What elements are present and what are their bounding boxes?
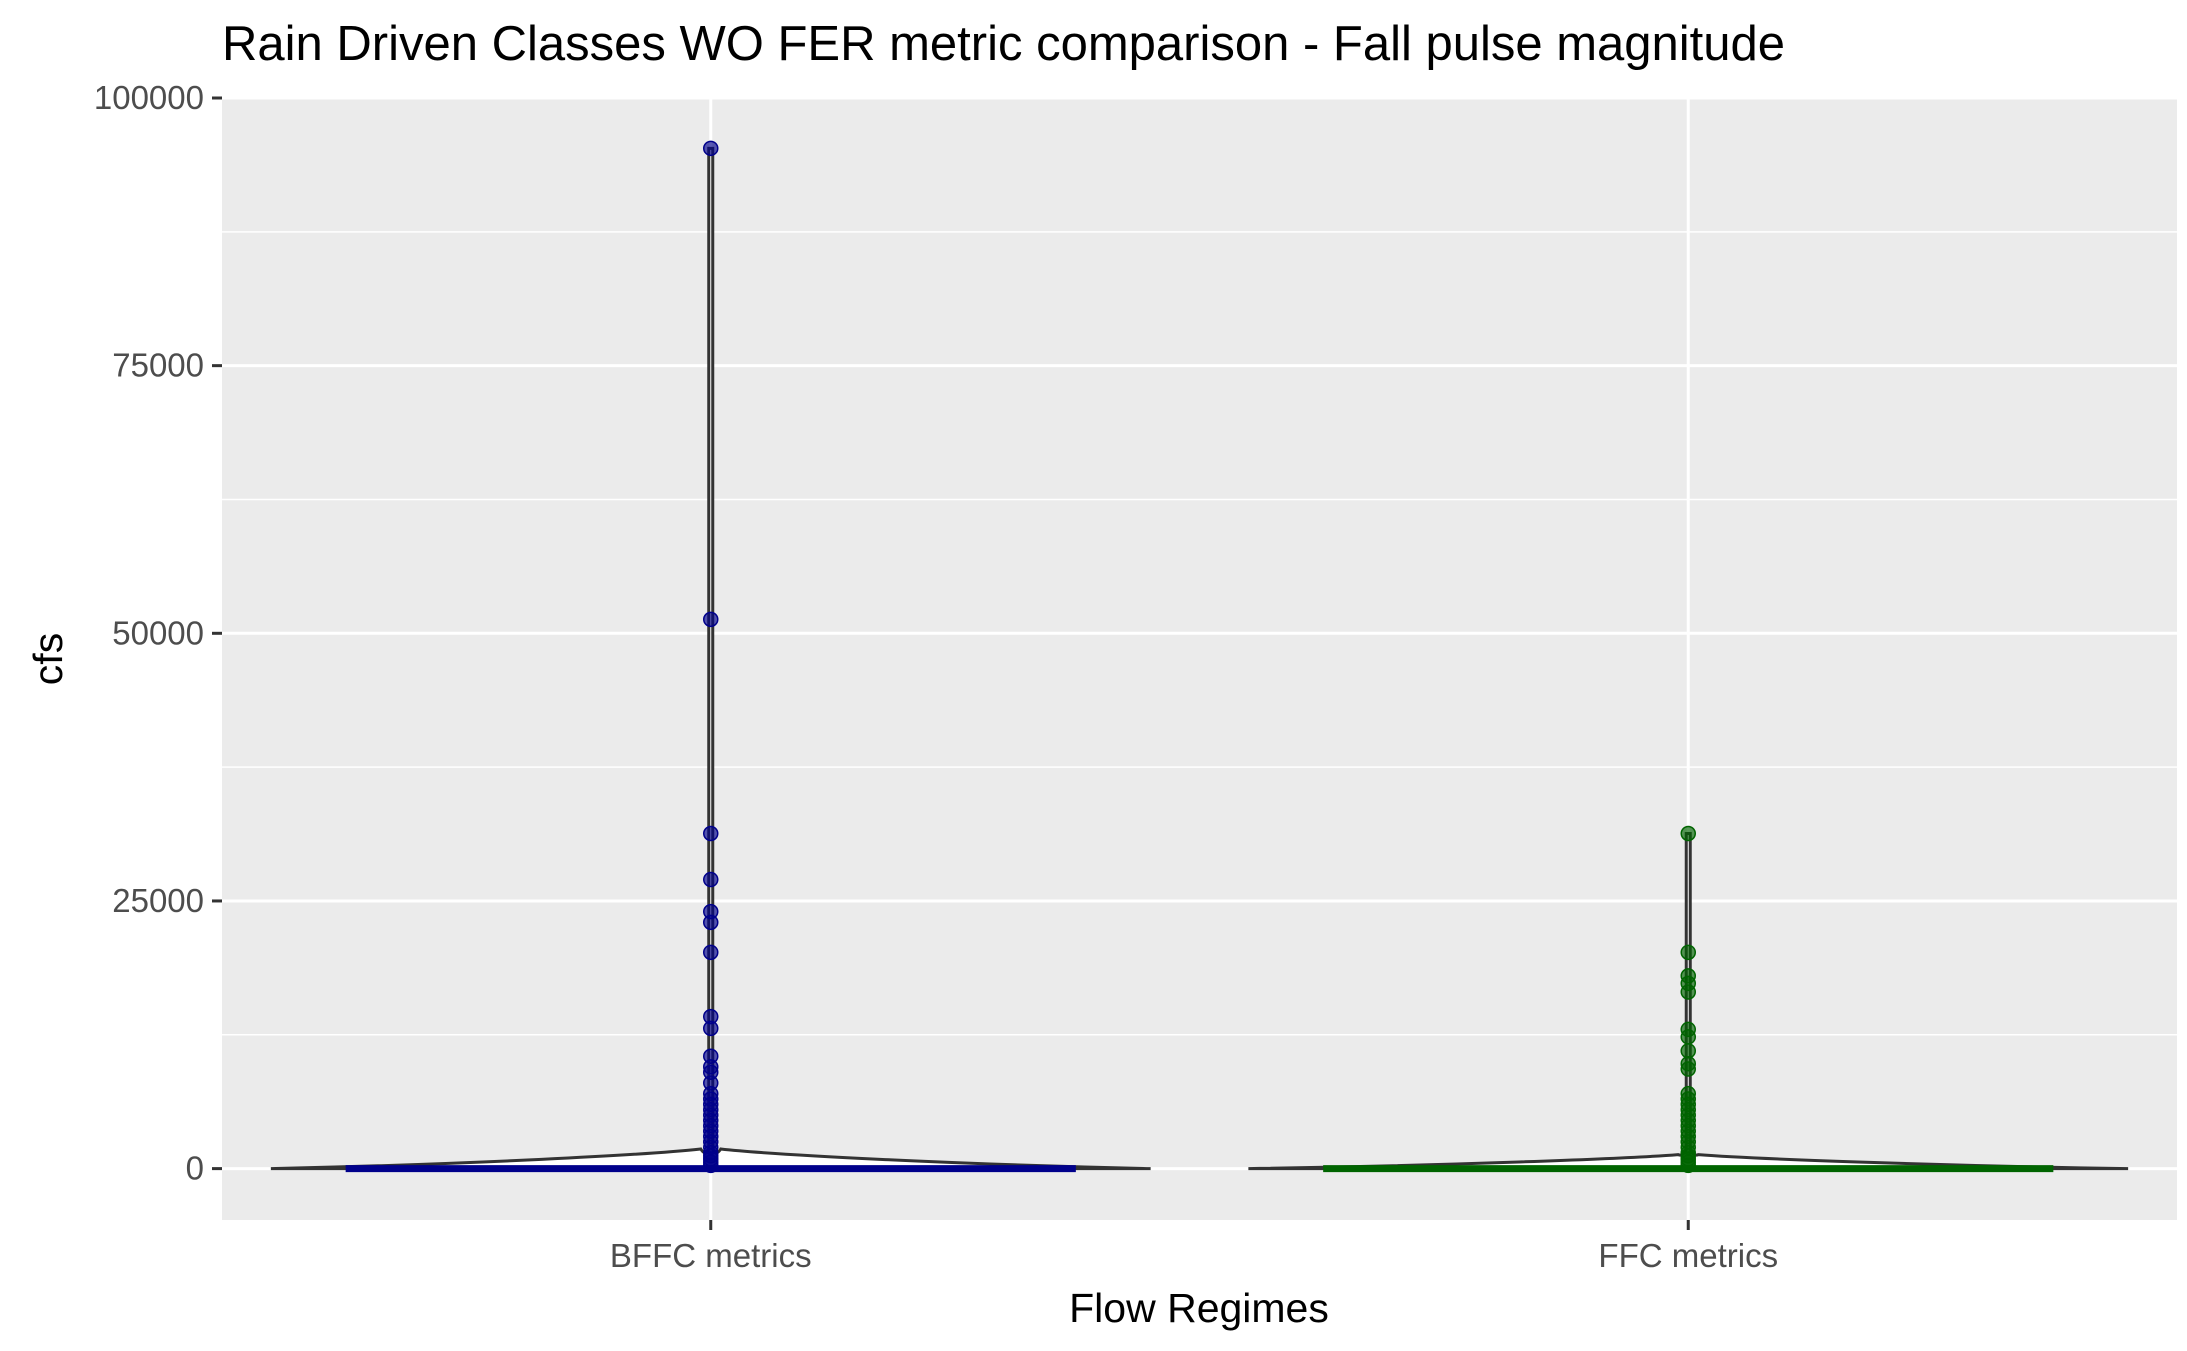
y-tick-label: 0: [186, 1150, 204, 1187]
y-axis-title: cfs: [25, 633, 71, 685]
y-tick-label: 25000: [112, 882, 204, 919]
data-point: [703, 871, 719, 888]
y-tick-label: 75000: [112, 347, 204, 384]
violins: [270, 140, 2129, 1174]
data-point: [703, 944, 719, 961]
y-tick-label: 100000: [94, 79, 204, 116]
x-tick-label: FFC metrics: [1598, 1237, 1778, 1274]
data-point: [1680, 825, 1696, 842]
data-point: [1680, 984, 1696, 1000]
data-point: [703, 140, 719, 157]
x-axis-title: Flow Regimes: [1069, 1285, 1329, 1331]
data-point: [1680, 1043, 1696, 1059]
plot-panel: [222, 98, 2177, 1220]
data-point: [1680, 1157, 1696, 1174]
x-tick-label: BFFC metrics: [610, 1237, 812, 1274]
y-tick-label: 50000: [112, 614, 204, 651]
chart-title: Rain Driven Classes WO FER metric compar…: [222, 17, 1785, 71]
data-point: [1680, 1029, 1696, 1045]
data-point: [1680, 1061, 1696, 1077]
data-point: [703, 1157, 719, 1174]
violin-ffc: [1248, 825, 2129, 1174]
data-point: [703, 1020, 719, 1037]
axes: 0 25000 50000 75000 100000 BFFC metrics FFC me…: [94, 79, 1778, 1274]
data-point: [1680, 944, 1696, 961]
violin-bffc: [270, 140, 1151, 1174]
data-point: [703, 825, 719, 842]
data-point: [703, 914, 719, 931]
data-point: [703, 611, 719, 628]
